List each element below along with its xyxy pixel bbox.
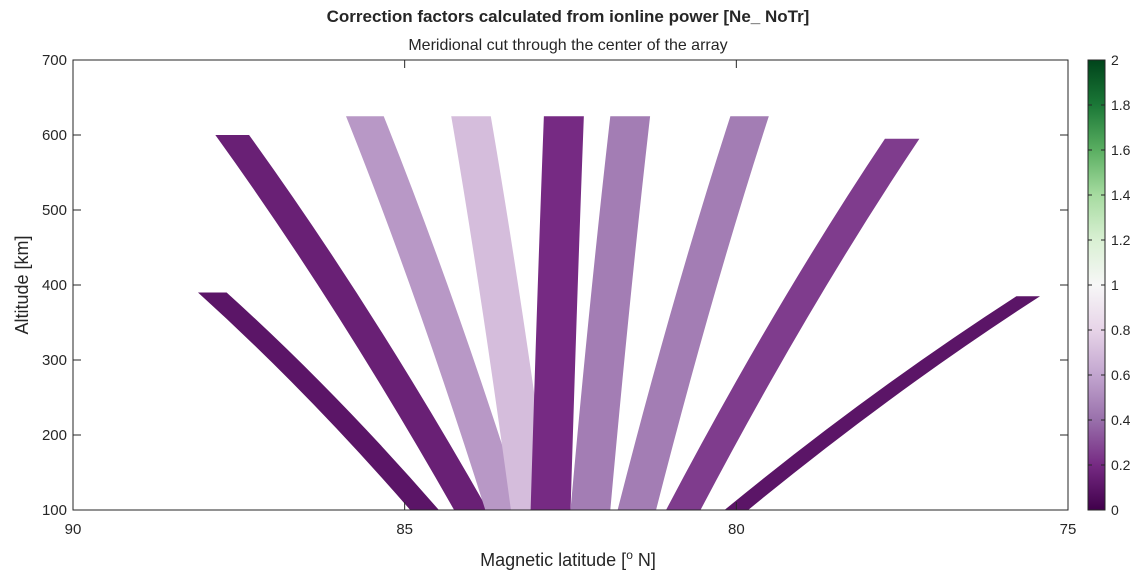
x-tick-label: 85 [396, 521, 413, 538]
colorbar-tick-label: 1.4 [1111, 187, 1131, 203]
x-tick-label: 75 [1060, 521, 1077, 538]
y-tick-label: 700 [42, 52, 67, 69]
colorbar-tick-label: 1.6 [1111, 142, 1131, 158]
colorbar-tick-label: 0.8 [1111, 322, 1131, 338]
beam-layer [197, 116, 1041, 510]
chart-title: Correction factors calculated from ionli… [327, 7, 810, 26]
x-tick-label: 90 [65, 521, 82, 538]
colorbar-tick-label: 0.4 [1111, 412, 1131, 428]
y-tick-label: 200 [42, 427, 67, 444]
colorbar-tick-label: 1.2 [1111, 232, 1131, 248]
y-tick-label: 400 [42, 277, 67, 294]
beam-2 [215, 135, 488, 510]
colorbar-tick-label: 1.8 [1111, 97, 1131, 113]
y-axis: 100 200 300 400 500 600 700 [42, 52, 1068, 519]
beam-4 [451, 116, 551, 510]
y-axis-label: Altitude [km] [12, 235, 32, 334]
beam-9 [724, 296, 1041, 510]
beam-5 [530, 116, 584, 510]
x-axis-label-superscript: o [626, 548, 633, 562]
beam-3 [346, 116, 524, 510]
y-tick-label: 300 [42, 352, 67, 369]
beam-7 [617, 116, 769, 510]
x-axis-label: Magnetic latitude [o N] [480, 548, 656, 570]
colorbar-axis: 0 0.2 0.4 0.6 0.8 1 1.2 1.4 1.6 1.8 2 [1088, 52, 1131, 518]
beam-6 [570, 116, 651, 510]
colorbar-tick-label: 1 [1111, 277, 1119, 293]
beam-1 [197, 292, 439, 510]
y-tick-label: 500 [42, 202, 67, 219]
y-tick-label: 600 [42, 127, 67, 144]
chart-subtitle: Meridional cut through the center of the… [408, 37, 727, 54]
colorbar-tick-label: 0.2 [1111, 457, 1131, 473]
x-axis: 90 85 80 75 [65, 60, 1077, 538]
colorbar-tick-label: 2 [1111, 52, 1119, 68]
beam-8 [666, 138, 920, 510]
y-tick-label: 100 [42, 502, 67, 519]
colorbar-tick-label: 0.6 [1111, 367, 1131, 383]
x-tick-label: 80 [728, 521, 745, 538]
colorbar-tick-label: 0 [1111, 502, 1119, 518]
